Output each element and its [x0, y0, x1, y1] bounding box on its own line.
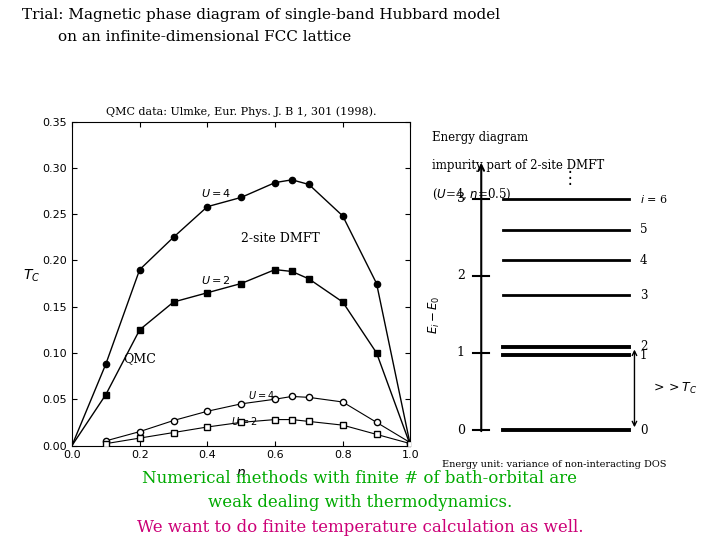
Text: $\mathit{U=4}$: $\mathit{U=4}$	[248, 389, 274, 401]
Text: $\mathit{E_i} - \mathit{E_0}$: $\mathit{E_i} - \mathit{E_0}$	[427, 295, 442, 334]
Text: $\mathit{U=2}$: $\mathit{U=2}$	[201, 273, 230, 286]
Text: 0: 0	[640, 423, 647, 436]
Text: 1: 1	[640, 349, 647, 362]
Text: QMC: QMC	[122, 352, 156, 365]
Text: on an infinite-dimensional FCC lattice: on an infinite-dimensional FCC lattice	[58, 30, 351, 44]
Text: ($\mathit{U}$=4, $\mathit{n}$=0.5): ($\mathit{U}$=4, $\mathit{n}$=0.5)	[432, 186, 512, 202]
Text: Energy diagram: Energy diagram	[432, 131, 528, 144]
Text: Trial: Magnetic phase diagram of single-band Hubbard model: Trial: Magnetic phase diagram of single-…	[22, 8, 500, 22]
Text: $\vdots$: $\vdots$	[560, 167, 572, 186]
X-axis label: $\it{n}$: $\it{n}$	[236, 466, 246, 480]
Text: $\mathit{i}$ = 6: $\mathit{i}$ = 6	[640, 193, 667, 205]
Title: QMC data: Ulmke, Eur. Phys. J. B 1, 301 (1998).: QMC data: Ulmke, Eur. Phys. J. B 1, 301 …	[106, 106, 377, 117]
Text: Energy unit: variance of non-interacting DOS: Energy unit: variance of non-interacting…	[442, 460, 667, 469]
Text: impurity part of 2-site DMFT: impurity part of 2-site DMFT	[432, 159, 604, 172]
Text: weak dealing with thermodynamics.: weak dealing with thermodynamics.	[208, 494, 512, 511]
Y-axis label: $\mathit{T_C}$: $\mathit{T_C}$	[22, 267, 40, 284]
Text: 2: 2	[457, 269, 465, 282]
Text: 3: 3	[640, 288, 647, 301]
Text: $\mathit{U=2}$: $\mathit{U=2}$	[231, 415, 257, 427]
Text: 2: 2	[640, 340, 647, 353]
Text: 0: 0	[456, 423, 465, 436]
Text: 5: 5	[640, 223, 647, 236]
Text: 3: 3	[456, 192, 465, 205]
Text: We want to do finite temperature calculation as well.: We want to do finite temperature calcula…	[137, 519, 583, 536]
Text: 2-site DMFT: 2-site DMFT	[241, 232, 320, 245]
Text: 1: 1	[456, 347, 465, 360]
Text: $\mathit{U=4}$: $\mathit{U=4}$	[201, 187, 231, 199]
Text: $>>T_C$: $>>T_C$	[651, 381, 697, 396]
Text: 4: 4	[640, 254, 647, 267]
Text: Numerical methods with finite # of bath-orbital are: Numerical methods with finite # of bath-…	[143, 470, 577, 487]
